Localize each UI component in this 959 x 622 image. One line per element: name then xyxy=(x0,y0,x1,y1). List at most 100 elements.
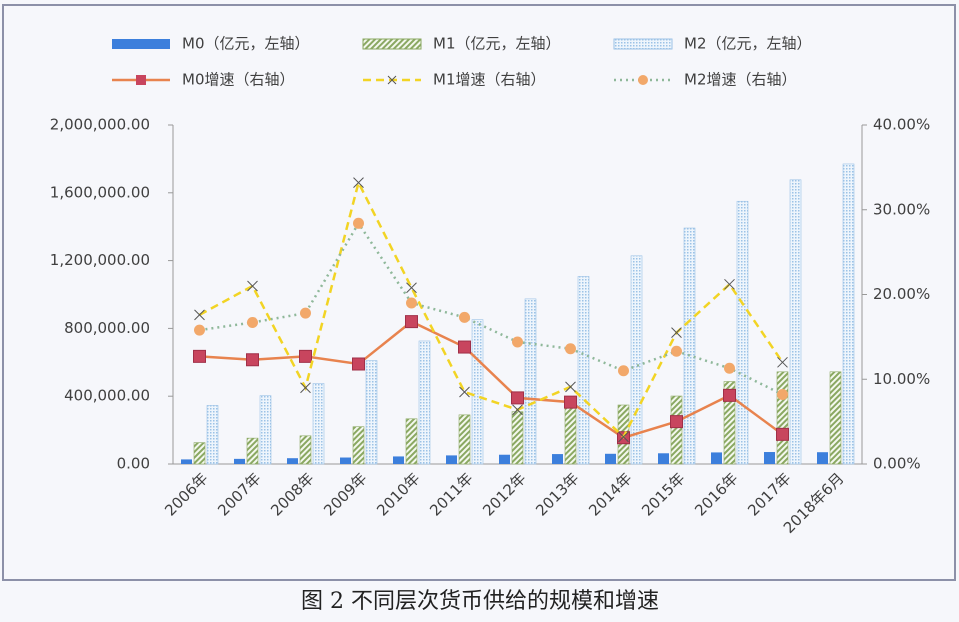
marker xyxy=(565,381,576,393)
marker xyxy=(353,217,364,229)
marker xyxy=(246,353,259,367)
bar xyxy=(206,405,219,465)
bar xyxy=(312,383,325,465)
marker xyxy=(406,282,417,294)
marker xyxy=(618,365,629,377)
bar xyxy=(405,418,418,465)
y-tick-label: 2,000,000.00 xyxy=(50,116,150,134)
marker xyxy=(194,324,205,336)
marker xyxy=(300,307,311,319)
marker xyxy=(299,349,312,363)
bar xyxy=(446,455,457,464)
legend-marker xyxy=(638,75,648,85)
marker xyxy=(247,280,258,292)
bar xyxy=(340,457,351,464)
marker xyxy=(618,431,629,443)
bar xyxy=(299,435,312,465)
marker xyxy=(776,427,789,441)
marker xyxy=(193,349,206,363)
y2-tick-label: 20.00% xyxy=(873,285,930,303)
marker xyxy=(564,395,577,409)
bar xyxy=(776,371,789,465)
bar xyxy=(577,276,590,465)
marker xyxy=(458,340,471,354)
bar xyxy=(524,298,537,465)
legend-swatch xyxy=(112,39,170,49)
bar xyxy=(842,163,855,465)
bar xyxy=(630,255,643,465)
marker xyxy=(565,343,576,355)
bar xyxy=(552,454,563,464)
marker xyxy=(406,297,417,309)
marker xyxy=(459,311,470,323)
legend-label: M0增速（右轴） xyxy=(182,71,295,89)
y2-tick-label: 30.00% xyxy=(873,200,930,218)
bar xyxy=(723,381,736,465)
legend-swatch xyxy=(362,38,422,50)
bar xyxy=(789,179,802,465)
marker xyxy=(405,315,418,329)
bar xyxy=(605,453,616,464)
marker xyxy=(671,327,682,338)
bar xyxy=(393,456,404,464)
marker xyxy=(671,345,682,357)
bar xyxy=(736,200,749,465)
marker xyxy=(777,389,788,401)
legend-label: M1增速（右轴） xyxy=(433,71,546,89)
marker xyxy=(194,309,205,321)
marker xyxy=(512,336,523,348)
bar xyxy=(458,414,471,465)
chart-title: 图 2 不同层次货币供给的规模和增速 xyxy=(301,589,659,614)
y2-tick-label: 0.00% xyxy=(873,455,921,473)
bar xyxy=(287,458,298,464)
bar xyxy=(471,319,484,465)
bar xyxy=(670,395,683,465)
marker xyxy=(511,391,524,405)
marker xyxy=(723,388,736,402)
marker xyxy=(353,177,364,188)
bar xyxy=(499,454,510,464)
marker xyxy=(352,357,365,371)
y2-tick-label: 40.00% xyxy=(873,116,930,134)
y-tick-label: 400,000.00 xyxy=(64,387,150,405)
line xyxy=(198,179,784,439)
bar xyxy=(658,453,669,464)
y-tick-label: 800,000.00 xyxy=(64,319,150,337)
bar xyxy=(246,437,259,465)
marker xyxy=(724,278,735,290)
bar xyxy=(711,452,722,464)
marker xyxy=(459,386,470,398)
line xyxy=(199,220,784,396)
marker xyxy=(777,356,788,368)
bar xyxy=(234,458,245,464)
legend-marker xyxy=(387,75,397,85)
legend-label: M1（亿元，左轴） xyxy=(433,35,561,53)
marker xyxy=(512,404,523,416)
y-tick-label: 1,200,000.00 xyxy=(50,251,150,269)
marker xyxy=(247,316,258,328)
bar xyxy=(418,340,431,465)
bar xyxy=(181,459,192,464)
line xyxy=(199,320,784,440)
bar xyxy=(817,452,828,464)
bar xyxy=(764,452,775,464)
bar xyxy=(193,442,206,465)
marker xyxy=(724,362,735,374)
bar xyxy=(564,406,577,465)
bar xyxy=(365,360,378,465)
marker xyxy=(300,382,311,394)
y2-tick-label: 10.00% xyxy=(873,370,930,388)
legend-swatch xyxy=(613,38,673,50)
bar xyxy=(259,395,272,465)
bar xyxy=(829,371,842,465)
legend-label: M2增速（右轴） xyxy=(684,71,797,89)
y-tick-label: 0.00 xyxy=(117,455,150,473)
bar xyxy=(352,426,365,465)
legend-marker xyxy=(136,75,146,85)
y-tick-label: 1,600,000.00 xyxy=(50,183,150,201)
marker xyxy=(670,415,683,429)
bar xyxy=(683,227,696,465)
bar xyxy=(511,411,524,465)
legend-label: M0（亿元，左轴） xyxy=(182,35,310,53)
